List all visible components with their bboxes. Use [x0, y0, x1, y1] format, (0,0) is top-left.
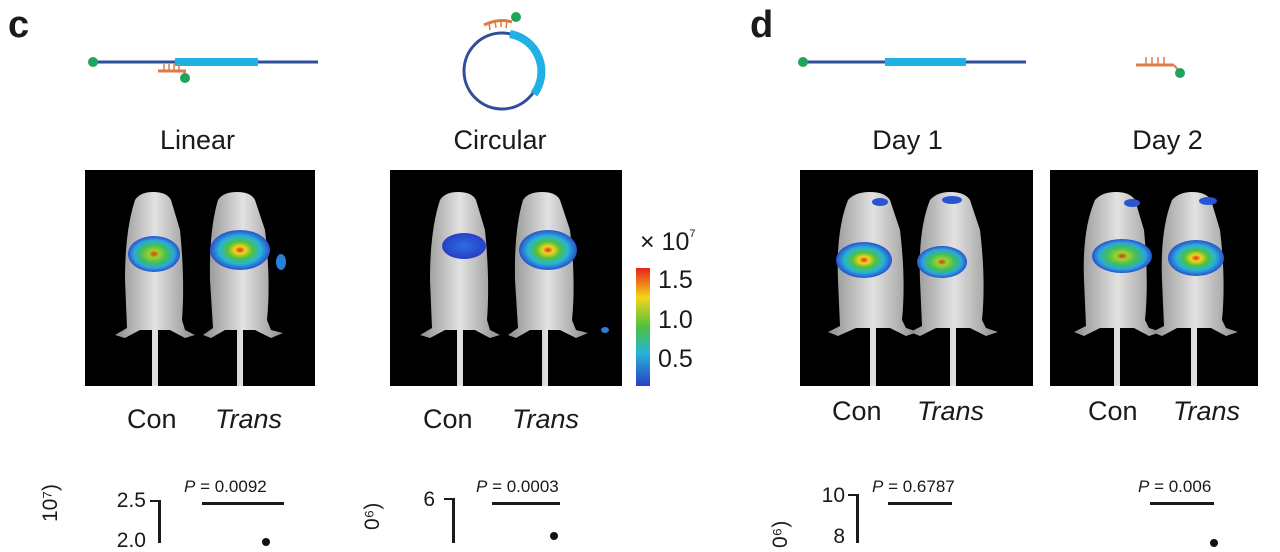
plot1-tick-2-0: 2.0 [116, 529, 146, 552]
colorbar-tick-1-0: 1.0 [658, 306, 693, 334]
mouse-trans-circular [508, 192, 609, 386]
day1-bioluminescence-image [800, 170, 1033, 386]
plot2-ylabel-fragment: 0⁶) [361, 502, 384, 530]
mouse-con-day1 [828, 192, 918, 386]
circular-construct-schematic [462, 12, 546, 111]
label-trans-day1: Trans [917, 396, 985, 426]
label-linear: Linear [159, 125, 236, 155]
plot2-significance-bar [492, 502, 560, 505]
plot1-data-point [262, 538, 270, 546]
colorbar-tick-0-5: 0.5 [658, 345, 693, 373]
label-con-day1: Con [832, 396, 882, 426]
plot1-p-value: P = 0.0092 [184, 477, 267, 496]
day1-construct-schematic [798, 57, 1026, 67]
label-day2: Day 2 [1132, 125, 1203, 155]
linear-bioluminescence-image [85, 170, 315, 386]
label-day1: Day 1 [872, 125, 943, 155]
day2-probe-schematic [1136, 57, 1185, 78]
colorbar [636, 268, 650, 386]
label-trans-linear: Trans [215, 404, 283, 434]
plot1-y-tickmark [150, 500, 160, 502]
plot2-tick-6: 6 [423, 488, 435, 511]
label-trans-circular: Trans [512, 404, 580, 434]
linear-construct-schematic [88, 57, 318, 83]
plot2-y-tickmark [444, 498, 454, 500]
mouse-trans-day1 [910, 192, 998, 386]
plot1-y-axis [158, 500, 161, 543]
mouse-con-day2 [1074, 192, 1161, 386]
panel-letter-c: c [8, 4, 30, 46]
plot3-ylabel-fragment: 0⁶) [769, 520, 792, 548]
plot1-significance-bar [202, 502, 284, 505]
plot3-p-value: P = 0.6787 [872, 477, 955, 496]
circular-bioluminescence-image [390, 170, 622, 386]
plot3-y-axis [856, 494, 859, 543]
mouse-trans-day2 [1152, 192, 1238, 386]
plot3-tick-8: 8 [833, 525, 845, 548]
plot2-y-axis [452, 498, 455, 543]
plot3-significance-bar [888, 502, 952, 505]
plot3-y-tickmark [848, 494, 858, 496]
mouse-con-circular [420, 192, 500, 386]
colorbar-exponent: 7 [689, 228, 696, 240]
label-trans-day2: Trans [1173, 396, 1241, 426]
label-circular: Circular [453, 125, 547, 155]
colorbar-tick-1-5: 1.5 [658, 266, 693, 294]
label-con-circular: Con [423, 404, 473, 434]
plot2-data-point [550, 532, 558, 540]
label-con-linear: Con [127, 404, 177, 434]
panel-letter-d: d [750, 4, 774, 46]
mouse-trans-linear [203, 192, 286, 386]
day2-bioluminescence-image [1050, 170, 1258, 386]
plot1-ylabel-fragment: 10⁷) [39, 484, 62, 522]
colorbar-multiplier: × 10 [640, 228, 690, 256]
plot4-p-value: P = 0.006 [1138, 477, 1212, 496]
plot4-significance-bar [1150, 502, 1214, 505]
plot3-tick-10: 10 [821, 484, 845, 507]
plot4-data-point [1210, 539, 1218, 547]
colorbar-scale-label: × 107 [640, 228, 710, 260]
mouse-con-linear [115, 192, 195, 386]
plot1-tick-2-5: 2.5 [116, 489, 146, 512]
label-con-day2: Con [1088, 396, 1138, 426]
plot2-p-value: P = 0.0003 [476, 477, 559, 496]
